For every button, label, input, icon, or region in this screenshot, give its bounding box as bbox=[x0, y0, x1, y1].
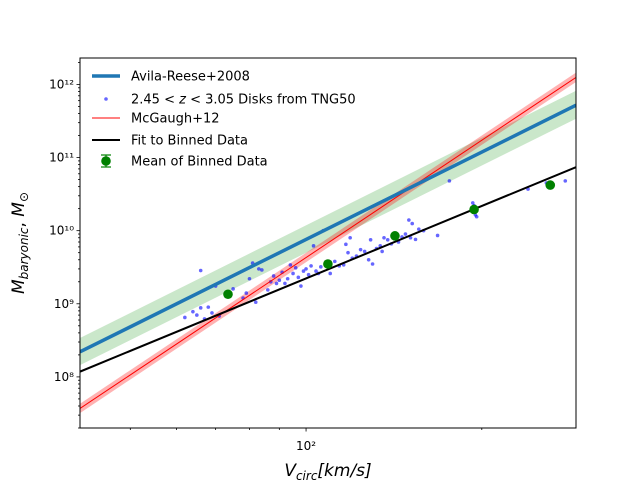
scatter-point bbox=[413, 237, 418, 242]
scatter-point bbox=[407, 218, 411, 222]
scatter-point bbox=[266, 288, 270, 292]
plot-frame bbox=[79, 57, 577, 429]
scatter-point bbox=[416, 227, 421, 231]
scatter-point bbox=[447, 179, 452, 183]
scatter-point bbox=[210, 311, 214, 315]
series-lines bbox=[80, 76, 576, 409]
scatter-point bbox=[368, 238, 373, 242]
scatter-point bbox=[319, 265, 323, 269]
scatter-point bbox=[301, 269, 306, 273]
scatter-point bbox=[304, 267, 308, 271]
scatter-point bbox=[362, 249, 367, 254]
y-tick-label: 10⁹ bbox=[54, 297, 74, 311]
scatter-point bbox=[260, 268, 264, 272]
scatter-point bbox=[277, 278, 282, 283]
scatter-point bbox=[231, 287, 235, 291]
scatter-point bbox=[309, 264, 313, 268]
scatter-point bbox=[344, 242, 348, 247]
scatter-point bbox=[382, 235, 386, 240]
legend: Avila-Reese+2008 2.45 < z < 3.05 Disks fr… bbox=[92, 70, 356, 170]
legend-label: 2.45 < z < 3.05 Disks from TNG50 bbox=[131, 93, 356, 108]
y-axis-label: Mbaryonic, M⊙ bbox=[9, 192, 31, 294]
scatter-point bbox=[288, 263, 293, 267]
scatter-point bbox=[403, 232, 408, 236]
legend-swatch-tng50 bbox=[104, 97, 108, 101]
fit-line bbox=[80, 166, 576, 373]
scatter-point bbox=[253, 300, 258, 305]
scatter-point bbox=[366, 257, 371, 262]
scatter-point bbox=[474, 214, 479, 219]
axis-ticks: 10² 10⁸ 10⁹ 10¹⁰ 10¹¹ 10¹² bbox=[49, 62, 483, 453]
binned-mean-marker bbox=[390, 231, 400, 241]
mcgaugh-line bbox=[80, 76, 576, 409]
scatter-point bbox=[291, 271, 295, 276]
scatter-point bbox=[306, 272, 311, 277]
scatter-point bbox=[311, 244, 316, 248]
scatter-point bbox=[563, 179, 568, 183]
x-tick-label: 10² bbox=[296, 439, 316, 453]
scatter-point bbox=[314, 269, 318, 273]
tng50-scatter bbox=[183, 179, 568, 321]
binned-mean-marker bbox=[223, 289, 233, 300]
y-tick-label: 10¹² bbox=[49, 77, 74, 91]
scatter-point bbox=[346, 250, 350, 255]
scatter-point bbox=[206, 305, 211, 309]
y-tick-label: 10¹⁰ bbox=[49, 224, 74, 238]
scatter-point bbox=[328, 271, 333, 276]
scatter-point bbox=[380, 249, 384, 254]
scatter-point bbox=[408, 235, 413, 240]
scatter-point bbox=[370, 262, 375, 266]
scatter-point bbox=[195, 313, 199, 317]
scatter-point bbox=[271, 274, 276, 278]
scatter-point bbox=[198, 306, 203, 310]
binned-mean-marker bbox=[469, 204, 479, 215]
binned-mean-marker bbox=[323, 259, 333, 269]
scatter-point bbox=[470, 201, 475, 205]
legend-swatch-binned bbox=[101, 156, 111, 166]
scatter-point bbox=[274, 281, 279, 286]
scatter-point bbox=[244, 291, 249, 295]
scatter-point bbox=[296, 275, 301, 280]
scatter-point bbox=[385, 238, 390, 242]
scatter-point bbox=[283, 281, 287, 286]
scatter-point bbox=[183, 315, 187, 320]
scatter-point bbox=[285, 276, 290, 281]
avila-reese-line bbox=[80, 103, 576, 354]
y-tick-label: 10¹¹ bbox=[49, 151, 74, 165]
binned-mean-marker bbox=[545, 180, 556, 190]
scatter-point bbox=[410, 221, 415, 226]
scatter-point bbox=[332, 259, 337, 264]
scatter-point bbox=[348, 235, 352, 240]
scatter-point bbox=[247, 276, 252, 281]
y-tick-label: 10⁸ bbox=[54, 370, 74, 384]
scatter-point bbox=[257, 267, 261, 271]
scatter-point bbox=[435, 233, 440, 238]
binned-means bbox=[223, 180, 556, 300]
legend-label: McGaugh+12 bbox=[131, 112, 220, 127]
x-axis-label: Vcirc[km/s] bbox=[284, 461, 371, 480]
scatter-point bbox=[299, 284, 303, 288]
scatter-point bbox=[198, 268, 203, 273]
scatter-point bbox=[191, 309, 195, 314]
legend-label: Mean of Binned Data bbox=[131, 155, 268, 170]
legend-label: Fit to Binned Data bbox=[131, 134, 248, 149]
scatter-point bbox=[293, 266, 298, 270]
scatter-point bbox=[358, 247, 363, 252]
legend-label: Avila-Reese+2008 bbox=[131, 70, 250, 85]
